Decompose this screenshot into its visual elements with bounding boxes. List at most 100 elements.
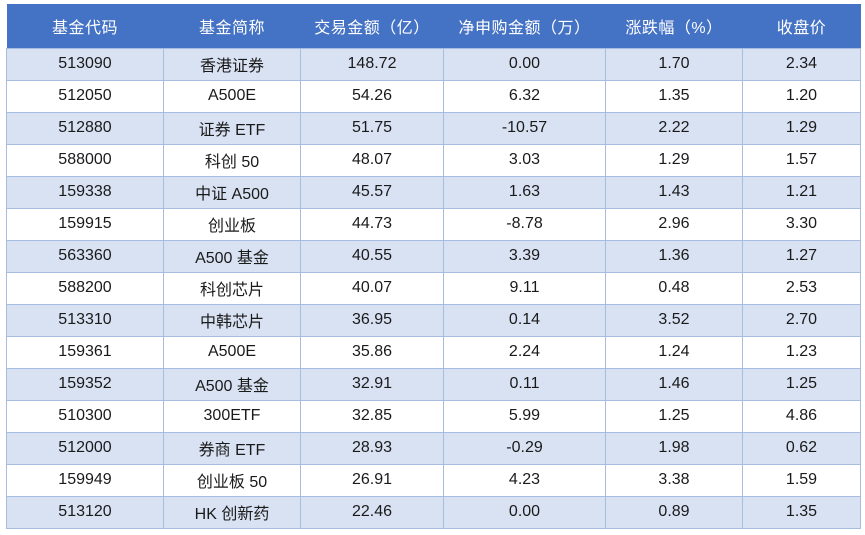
table-row: 159915 创业板 44.73 -8.78 2.96 3.30 — [6, 207, 861, 241]
table-cell: 588200 — [6, 271, 164, 305]
table-cell: 1.35 — [742, 495, 861, 529]
table-cell: 科创芯片 — [163, 271, 301, 305]
fund-table-container: 基金代码 基金简称 交易金额（亿） 净申购金额（万） 涨跌幅（%） 收盘价 51… — [6, 4, 861, 529]
table-cell: 创业板 50 — [163, 463, 301, 497]
fund-table-body: 513090 香港证券 148.72 0.00 1.70 2.34 512050 A500E 5… — [6, 47, 861, 529]
table-row: 512880 证券 ETF 51.75 -10.57 2.22 1.29 — [6, 111, 861, 145]
table-row: 159361 A500E 35.86 2.24 1.24 1.23 — [6, 335, 861, 369]
table-row: 510300 300ETF 32.85 5.99 1.25 4.86 — [6, 399, 861, 433]
table-cell: 1.29 — [605, 143, 743, 177]
table-cell: 45.57 — [300, 175, 444, 209]
table-cell: 513090 — [6, 47, 164, 81]
table-cell: -0.29 — [443, 431, 606, 465]
table-cell: 51.75 — [300, 111, 444, 145]
table-cell: 22.46 — [300, 495, 444, 529]
table-cell: 1.98 — [605, 431, 743, 465]
table-cell: 563360 — [6, 239, 164, 273]
col-header-close-price: 收盘价 — [742, 4, 861, 48]
col-header-net-subscription: 净申购金额（万） — [443, 4, 606, 48]
header-row: 基金代码 基金简称 交易金额（亿） 净申购金额（万） 涨跌幅（%） 收盘价 — [6, 4, 861, 48]
table-cell: 2.70 — [742, 303, 861, 337]
table-cell: 512880 — [6, 111, 164, 145]
table-cell: 1.57 — [742, 143, 861, 177]
table-cell: 159352 — [6, 367, 164, 401]
table-cell: 1.43 — [605, 175, 743, 209]
table-cell: 44.73 — [300, 207, 444, 241]
table-cell: 2.34 — [742, 47, 861, 81]
table-cell: 1.63 — [443, 175, 606, 209]
table-cell: 512050 — [6, 79, 164, 113]
table-cell: 证券 ETF — [163, 111, 301, 145]
table-cell: HK 创新药 — [163, 495, 301, 529]
table-cell: 1.23 — [742, 335, 861, 369]
table-cell: 2.24 — [443, 335, 606, 369]
table-cell: 512000 — [6, 431, 164, 465]
table-cell: 创业板 — [163, 207, 301, 241]
table-cell: 1.21 — [742, 175, 861, 209]
table-cell: 1.24 — [605, 335, 743, 369]
table-cell: 1.35 — [605, 79, 743, 113]
table-cell: 4.23 — [443, 463, 606, 497]
table-cell: A500E — [163, 335, 301, 369]
table-cell: 0.48 — [605, 271, 743, 305]
table-cell: 510300 — [6, 399, 164, 433]
table-cell: 1.25 — [742, 367, 861, 401]
table-cell: 48.07 — [300, 143, 444, 177]
table-cell: 0.00 — [443, 495, 606, 529]
table-cell: 9.11 — [443, 271, 606, 305]
table-cell: 3.39 — [443, 239, 606, 273]
table-cell: 3.03 — [443, 143, 606, 177]
table-cell: 54.26 — [300, 79, 444, 113]
table-row: 512050 A500E 54.26 6.32 1.35 1.20 — [6, 79, 861, 113]
table-cell: 6.32 — [443, 79, 606, 113]
col-header-change-pct: 涨跌幅（%） — [605, 4, 743, 48]
table-cell: 40.55 — [300, 239, 444, 273]
table-cell: A500E — [163, 79, 301, 113]
table-cell: 0.89 — [605, 495, 743, 529]
table-row: 159352 A500 基金 32.91 0.11 1.46 1.25 — [6, 367, 861, 401]
table-row: 513120 HK 创新药 22.46 0.00 0.89 1.35 — [6, 495, 861, 529]
table-cell: 0.14 — [443, 303, 606, 337]
table-row: 513090 香港证券 148.72 0.00 1.70 2.34 — [6, 47, 861, 81]
table-cell: 159361 — [6, 335, 164, 369]
table-cell: 32.91 — [300, 367, 444, 401]
table-cell: 香港证券 — [163, 47, 301, 81]
table-cell: 0.11 — [443, 367, 606, 401]
table-cell: 券商 ETF — [163, 431, 301, 465]
table-cell: 1.20 — [742, 79, 861, 113]
table-cell: 5.99 — [443, 399, 606, 433]
table-cell: 中韩芯片 — [163, 303, 301, 337]
table-cell: 0.62 — [742, 431, 861, 465]
table-cell: -8.78 — [443, 207, 606, 241]
col-header-trade-amount: 交易金额（亿） — [300, 4, 444, 48]
table-cell: 1.36 — [605, 239, 743, 273]
table-row: 513310 中韩芯片 36.95 0.14 3.52 2.70 — [6, 303, 861, 337]
fund-table-header: 基金代码 基金简称 交易金额（亿） 净申购金额（万） 涨跌幅（%） 收盘价 — [6, 4, 861, 48]
table-cell: 4.86 — [742, 399, 861, 433]
table-cell: 159949 — [6, 463, 164, 497]
table-cell: 159915 — [6, 207, 164, 241]
table-cell: 1.46 — [605, 367, 743, 401]
table-cell: 3.38 — [605, 463, 743, 497]
table-row: 159338 中证 A500 45.57 1.63 1.43 1.21 — [6, 175, 861, 209]
table-cell: 1.29 — [742, 111, 861, 145]
table-cell: 159338 — [6, 175, 164, 209]
table-row: 512000 券商 ETF 28.93 -0.29 1.98 0.62 — [6, 431, 861, 465]
table-cell: 2.96 — [605, 207, 743, 241]
table-row: 159949 创业板 50 26.91 4.23 3.38 1.59 — [6, 463, 861, 497]
table-cell: 中证 A500 — [163, 175, 301, 209]
table-cell: 36.95 — [300, 303, 444, 337]
col-header-fund-code: 基金代码 — [6, 4, 164, 48]
col-header-fund-name: 基金简称 — [163, 4, 301, 48]
table-cell: 300ETF — [163, 399, 301, 433]
table-cell: A500 基金 — [163, 367, 301, 401]
table-cell: 26.91 — [300, 463, 444, 497]
table-cell: 3.30 — [742, 207, 861, 241]
fund-table: 基金代码 基金简称 交易金额（亿） 净申购金额（万） 涨跌幅（%） 收盘价 51… — [6, 4, 861, 529]
table-cell: 1.25 — [605, 399, 743, 433]
table-cell: 1.27 — [742, 239, 861, 273]
table-cell: A500 基金 — [163, 239, 301, 273]
table-cell: 513120 — [6, 495, 164, 529]
table-cell: 3.52 — [605, 303, 743, 337]
table-cell: 2.53 — [742, 271, 861, 305]
